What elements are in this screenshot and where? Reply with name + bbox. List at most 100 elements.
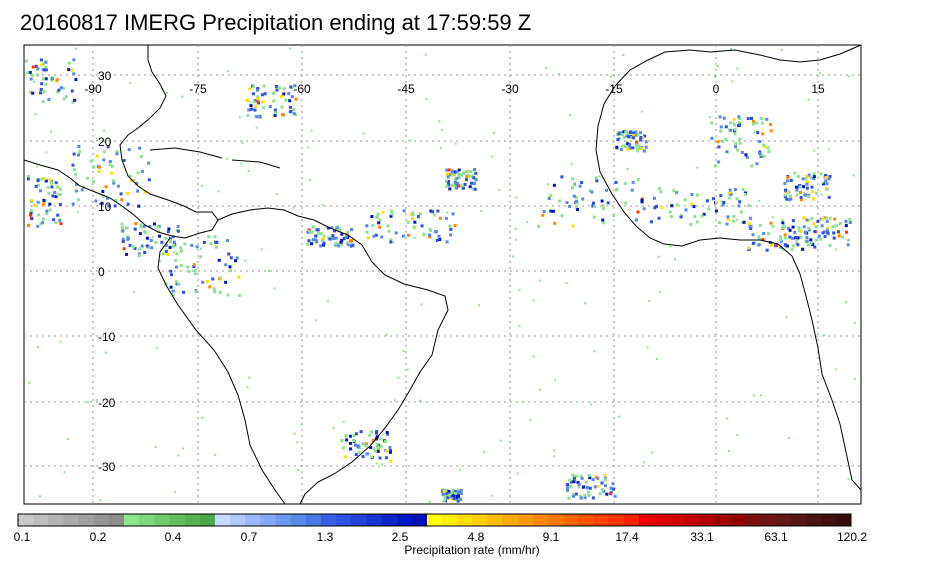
- precip-cell: [164, 282, 168, 286]
- precip-cell: [569, 484, 573, 488]
- precip-cell: [387, 229, 391, 233]
- precip-cell: [807, 173, 811, 177]
- precip-cell: [651, 451, 654, 454]
- precip-cell: [314, 238, 318, 242]
- precip-cell: [799, 229, 803, 233]
- precip-cell: [438, 238, 442, 241]
- precip-cell: [245, 98, 249, 102]
- precip-cell: [217, 190, 220, 193]
- precip-cell: [375, 216, 379, 219]
- precip-cell: [736, 67, 739, 70]
- precip-cell: [643, 461, 646, 464]
- precip-cell: [804, 177, 808, 181]
- precip-cell: [256, 100, 260, 104]
- precip-cell: [594, 475, 598, 479]
- precip-cell: [33, 80, 36, 83]
- precip-cell: [292, 112, 296, 116]
- precip-cell: [552, 455, 555, 458]
- precip-cell: [195, 245, 199, 249]
- precip-cell: [71, 163, 75, 167]
- precip-cell: [180, 249, 183, 253]
- precip-cell: [172, 243, 176, 247]
- precip-cell: [598, 492, 602, 496]
- precip-cell: [292, 108, 296, 112]
- precip-cell: [246, 386, 249, 389]
- precip-cell: [616, 133, 619, 136]
- precip-cell: [784, 243, 787, 247]
- precip-cell: [797, 226, 801, 230]
- precip-cell: [309, 230, 313, 234]
- precip-cell: [352, 439, 356, 442]
- precip-cell: [104, 185, 108, 189]
- precip-cell: [428, 235, 432, 239]
- precip-cell: [453, 171, 457, 175]
- precip-cell: [634, 133, 638, 137]
- precip-cell: [289, 47, 292, 50]
- precip-cell: [801, 177, 805, 181]
- precip-cell: [762, 232, 766, 235]
- precip-cell: [799, 191, 802, 195]
- precip-cell: [368, 433, 372, 437]
- precip-cell: [260, 93, 264, 97]
- precip-cell: [275, 88, 279, 92]
- precip-cell: [769, 122, 772, 126]
- precip-cell: [147, 178, 151, 182]
- precip-cell: [451, 488, 455, 492]
- precip-cell: [440, 146, 443, 149]
- precip-cell: [601, 204, 605, 208]
- precip-cell: [376, 446, 380, 450]
- precip-cell: [72, 58, 76, 62]
- precip-cell: [280, 105, 284, 109]
- precip-cell: [577, 482, 581, 486]
- precip-cell: [727, 196, 731, 200]
- longitude-label: 15: [811, 82, 825, 96]
- precip-cell: [34, 184, 38, 188]
- precip-cell: [393, 399, 396, 402]
- legend-swatch: [169, 514, 185, 526]
- precip-cell: [174, 258, 178, 262]
- precip-cell: [238, 116, 241, 119]
- precip-cell: [658, 291, 661, 294]
- precip-cell: [641, 110, 644, 113]
- precip-cell: [227, 252, 231, 256]
- precip-cell: [762, 143, 766, 147]
- precip-cell: [817, 234, 821, 238]
- precip-cell: [634, 130, 638, 134]
- legend-colorbar: [17, 513, 852, 527]
- precip-cell: [767, 150, 771, 153]
- precip-cell: [638, 146, 642, 150]
- precip-cell: [126, 237, 130, 240]
- precip-cell: [37, 346, 39, 349]
- legend-swatch: [623, 514, 640, 526]
- precip-cell: [785, 244, 789, 248]
- precip-cell: [847, 238, 850, 242]
- precip-cell: [690, 202, 694, 206]
- legend-swatch: [139, 514, 155, 526]
- precip-cell: [32, 203, 36, 207]
- precip-cell: [365, 452, 369, 456]
- precip-cell: [375, 430, 379, 433]
- precip-cell: [464, 178, 468, 182]
- precip-cell: [459, 489, 463, 492]
- precip-cell: [39, 189, 42, 193]
- precip-cell: [809, 241, 813, 245]
- precip-cell: [790, 248, 794, 252]
- precip-cell: [751, 233, 755, 237]
- precip-cell: [738, 141, 742, 145]
- precip-cell: [610, 75, 613, 78]
- precip-cell: [272, 99, 276, 103]
- legend-swatch: [320, 514, 337, 526]
- precip-cell: [600, 199, 604, 203]
- precip-cell: [844, 219, 848, 223]
- precip-cell: [390, 209, 394, 213]
- precip-cell: [444, 492, 448, 496]
- precip-cell: [783, 193, 787, 197]
- precip-cell: [459, 491, 463, 495]
- longitude-label: -90: [84, 82, 102, 96]
- precip-cell: [637, 144, 641, 148]
- precip-cell: [587, 490, 591, 494]
- precip-cell: [296, 441, 299, 444]
- precip-cell: [805, 186, 809, 190]
- precip-cell: [798, 185, 802, 189]
- precip-cell: [122, 247, 126, 251]
